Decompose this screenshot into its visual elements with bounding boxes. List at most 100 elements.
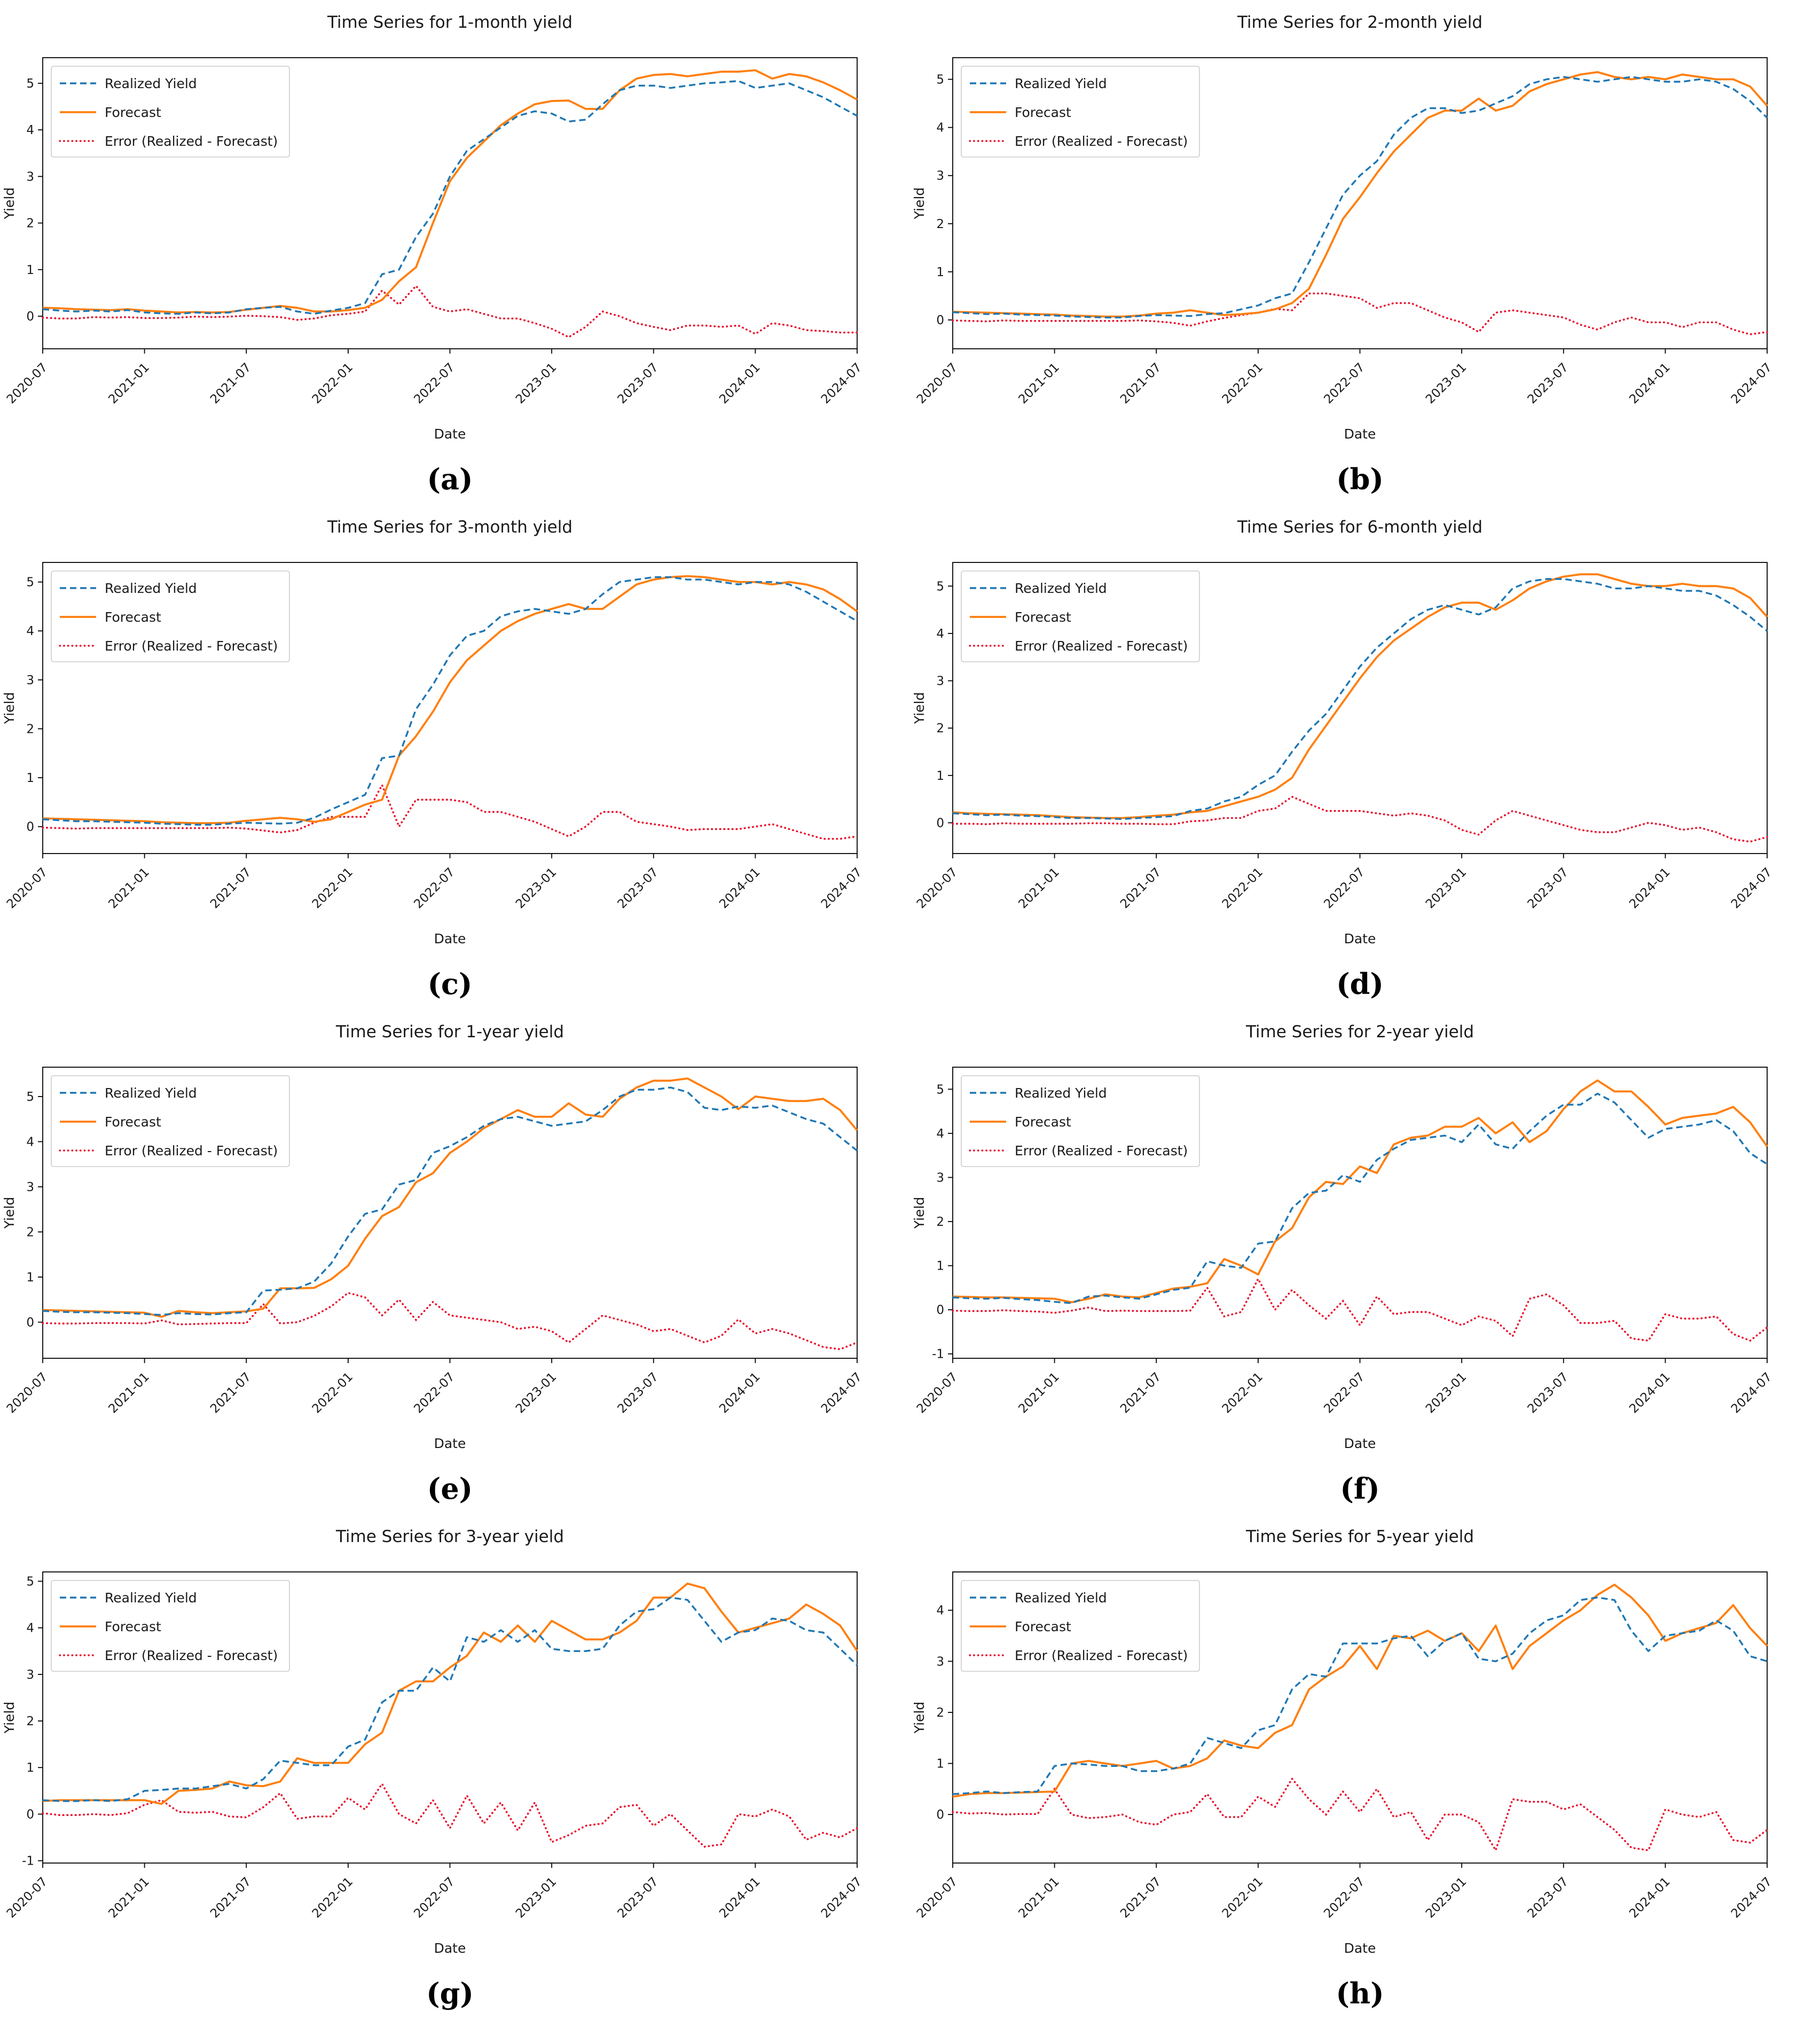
legend-box bbox=[51, 570, 290, 662]
y-tick-label: 3 bbox=[936, 169, 944, 183]
y-tick-label: 5 bbox=[26, 576, 34, 590]
forecast-line bbox=[42, 1582, 858, 1805]
legend-box bbox=[961, 1580, 1200, 1672]
y-tick-label: 1 bbox=[26, 771, 34, 785]
realized-yield-line bbox=[42, 1597, 858, 1802]
legend-forecast-label: Forecast bbox=[1015, 1619, 1071, 1634]
y-tick-label: 5 bbox=[936, 1083, 944, 1097]
legend: Realized Yield Forecast Error (Realized - … bbox=[961, 1075, 1200, 1167]
legend-forecast-label: Forecast bbox=[105, 105, 161, 120]
y-tick-label: 5 bbox=[936, 580, 944, 593]
y-tick-label: 4 bbox=[26, 1135, 34, 1149]
legend-box bbox=[961, 570, 1200, 662]
y-tick-label: 1 bbox=[26, 1271, 34, 1285]
legend-realized-label: Realized Yield bbox=[105, 1590, 197, 1606]
realized-yield-line bbox=[42, 576, 858, 826]
panel-caption: (c) bbox=[428, 967, 473, 1001]
y-tick-label: 2 bbox=[26, 722, 34, 736]
y-tick-label: 5 bbox=[26, 1090, 34, 1104]
y-tick-label: 2 bbox=[26, 1715, 34, 1728]
chart-title: Time Series for 5-year yield bbox=[1245, 1527, 1474, 1546]
y-tick-label: 1 bbox=[936, 1757, 944, 1771]
legend-forecast-label: Forecast bbox=[1015, 1114, 1071, 1130]
legend-realized-label: Realized Yield bbox=[105, 76, 197, 91]
chart-title: Time Series for 2-year yield bbox=[1245, 1022, 1474, 1042]
y-axis-label: Yield bbox=[912, 692, 927, 725]
error-line bbox=[42, 1782, 858, 1848]
y-axis-label: Yield bbox=[912, 1702, 927, 1734]
y-tick-label: 0 bbox=[936, 1303, 944, 1317]
legend: Realized Yield Forecast Error (Realized - … bbox=[51, 1075, 290, 1167]
y-tick-label: 3 bbox=[936, 1171, 944, 1185]
y-tick-label: 1 bbox=[936, 265, 944, 279]
chart-panel-f: Time Series for 2-year yield -1 0 1 2 3 4 5 2020… bbox=[910, 1010, 1820, 1514]
y-tick-label: 1 bbox=[26, 1761, 34, 1775]
y-tick-label: 5 bbox=[26, 1575, 34, 1588]
legend-box bbox=[51, 66, 290, 158]
chart-panel-h: Time Series for 5-year yield 0 1 2 3 4 2020-07… bbox=[910, 1514, 1820, 2019]
chart-d-canvas: Time Series for 6-month yield0123452020-… bbox=[910, 505, 1820, 1010]
y-tick-label: 3 bbox=[936, 675, 944, 688]
panel-caption: (b) bbox=[1336, 462, 1384, 496]
legend-error-label: Error (Realized - Forecast) bbox=[1015, 638, 1188, 654]
chart-title: Time Series for 3-year yield bbox=[335, 1527, 564, 1546]
legend-error-label: Error (Realized - Forecast) bbox=[1015, 134, 1188, 149]
legend-forecast-label: Forecast bbox=[105, 1114, 161, 1130]
legend: Realized Yield Forecast Error (Realized - … bbox=[51, 570, 290, 662]
realized-yield-line bbox=[952, 76, 1768, 319]
forecast-line bbox=[952, 1079, 1768, 1303]
y-tick-label: 2 bbox=[936, 1215, 944, 1229]
panel-caption: (f) bbox=[1340, 1472, 1379, 1506]
error-line bbox=[42, 1292, 858, 1350]
legend-forecast-label: Forecast bbox=[105, 609, 161, 625]
x-axis-label: Date bbox=[434, 931, 466, 946]
chart-panel-b: Time Series for 2-month yield 0 1 2 3 4 5 2020-… bbox=[910, 0, 1820, 505]
legend: Realized Yield Forecast Error (Realized - … bbox=[961, 1580, 1200, 1672]
y-tick-label: 1 bbox=[936, 769, 944, 783]
x-axis-label: Date bbox=[434, 1940, 466, 1956]
y-tick-label: 4 bbox=[936, 121, 944, 135]
y-tick-label: -1 bbox=[22, 1854, 34, 1868]
chart-panel-g: Time Series for 3-year yield -1 0 1 2 3 4 5 2020… bbox=[0, 1514, 910, 2019]
y-tick-label: 4 bbox=[26, 123, 34, 137]
forecast-line bbox=[42, 1077, 858, 1318]
panel-caption: (e) bbox=[427, 1472, 473, 1506]
chart-title: Time Series for 1-month yield bbox=[327, 13, 572, 32]
x-axis-label: Date bbox=[434, 426, 466, 442]
y-axis-label: Yield bbox=[2, 1197, 17, 1230]
legend-box bbox=[51, 1075, 290, 1167]
chart-panel-d: Time Series for 6-month yield 0 1 2 3 4 5 2020-… bbox=[910, 505, 1820, 1010]
x-axis-label: Date bbox=[1344, 426, 1376, 442]
realized-yield-line bbox=[42, 1086, 858, 1316]
error-line bbox=[42, 284, 858, 339]
chart-title: Time Series for 2-month yield bbox=[1237, 13, 1482, 32]
y-tick-label: 4 bbox=[936, 1604, 944, 1618]
chart-a-canvas: Time Series for 1-month yield0123452020-… bbox=[0, 0, 910, 505]
legend-error-label: Error (Realized - Forecast) bbox=[105, 1143, 278, 1159]
y-tick-label: 1 bbox=[936, 1259, 944, 1273]
chart-panel-e: Time Series for 1-year yield 0 1 2 3 4 5 2020-0… bbox=[0, 1010, 910, 1514]
y-tick-label: 4 bbox=[26, 1622, 34, 1635]
y-tick-label: 1 bbox=[26, 263, 34, 277]
legend: Realized Yield Forecast Error (Realized - … bbox=[51, 1580, 290, 1672]
chart-panel-a: Time Series for 1-month yield 0 1 2 3 4 5 2020-… bbox=[0, 0, 910, 505]
x-axis-label: Date bbox=[1344, 1940, 1376, 1956]
panel-caption: (g) bbox=[426, 1976, 474, 2010]
y-tick-label: 0 bbox=[936, 816, 944, 830]
y-tick-label: 2 bbox=[936, 722, 944, 735]
error-line bbox=[952, 292, 1768, 335]
legend-realized-label: Realized Yield bbox=[105, 581, 197, 596]
panel-caption: (d) bbox=[1336, 967, 1384, 1001]
chart-c-canvas: Time Series for 3-month yield0123452020-… bbox=[0, 505, 910, 1010]
legend-forecast-label: Forecast bbox=[105, 1619, 161, 1634]
legend-box bbox=[961, 66, 1200, 158]
y-axis-label: Yield bbox=[912, 187, 927, 220]
legend-error-label: Error (Realized - Forecast) bbox=[1015, 1143, 1188, 1159]
realized-yield-line bbox=[42, 80, 858, 315]
y-tick-label: 0 bbox=[936, 1808, 944, 1822]
chart-title: Time Series for 1-year yield bbox=[335, 1022, 564, 1042]
y-tick-label: 0 bbox=[26, 1807, 34, 1821]
y-tick-label: 0 bbox=[936, 314, 944, 327]
y-tick-label: 3 bbox=[26, 674, 34, 687]
